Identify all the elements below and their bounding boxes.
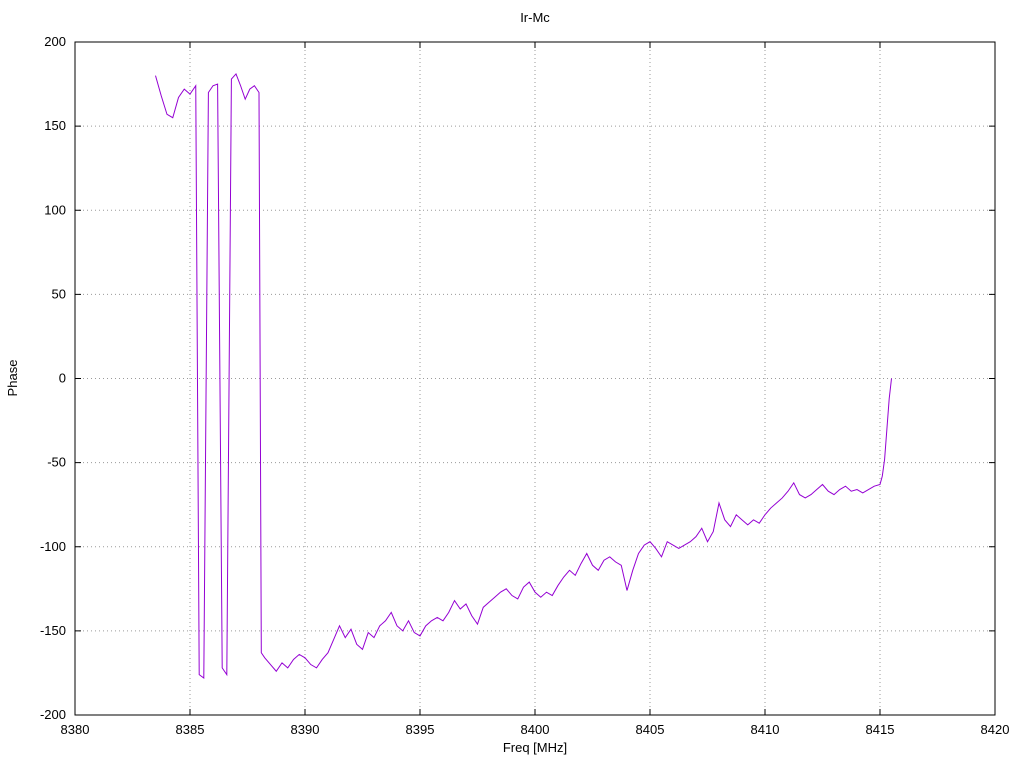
y-tick-label: -100: [40, 539, 66, 554]
plot-border: [74, 41, 996, 716]
grid-lines: [74, 41, 996, 716]
x-tick-label: 8395: [406, 722, 435, 737]
y-axis-label: Phase: [5, 360, 20, 397]
x-tick-label: 8380: [61, 722, 90, 737]
y-tick-label: 50: [52, 286, 66, 301]
y-tick-label: -150: [40, 623, 66, 638]
x-tick-label: 8385: [176, 722, 205, 737]
y-tick-label: -200: [40, 707, 66, 722]
y-tick-label: 100: [44, 202, 66, 217]
x-axis-label: Freq [MHz]: [503, 740, 567, 755]
phase-line: [155, 73, 892, 679]
y-tick-label: 200: [44, 34, 66, 49]
x-tick-label: 8420: [981, 722, 1010, 737]
y-tick-label: -50: [47, 455, 66, 470]
tick-labels: 8380 8385 8390 8395 8400 8405 8410 8415 8420 -200…: [40, 34, 1009, 737]
chart-title: Ir-Mc: [520, 10, 550, 25]
y-tick-label: 150: [44, 118, 66, 133]
y-tick-label: 0: [59, 371, 66, 386]
x-tick-label: 8390: [291, 722, 320, 737]
x-tick-label: 8400: [521, 722, 550, 737]
x-tick-label: 8410: [751, 722, 780, 737]
x-tick-label: 8415: [866, 722, 895, 737]
x-tick-label: 8405: [636, 722, 665, 737]
